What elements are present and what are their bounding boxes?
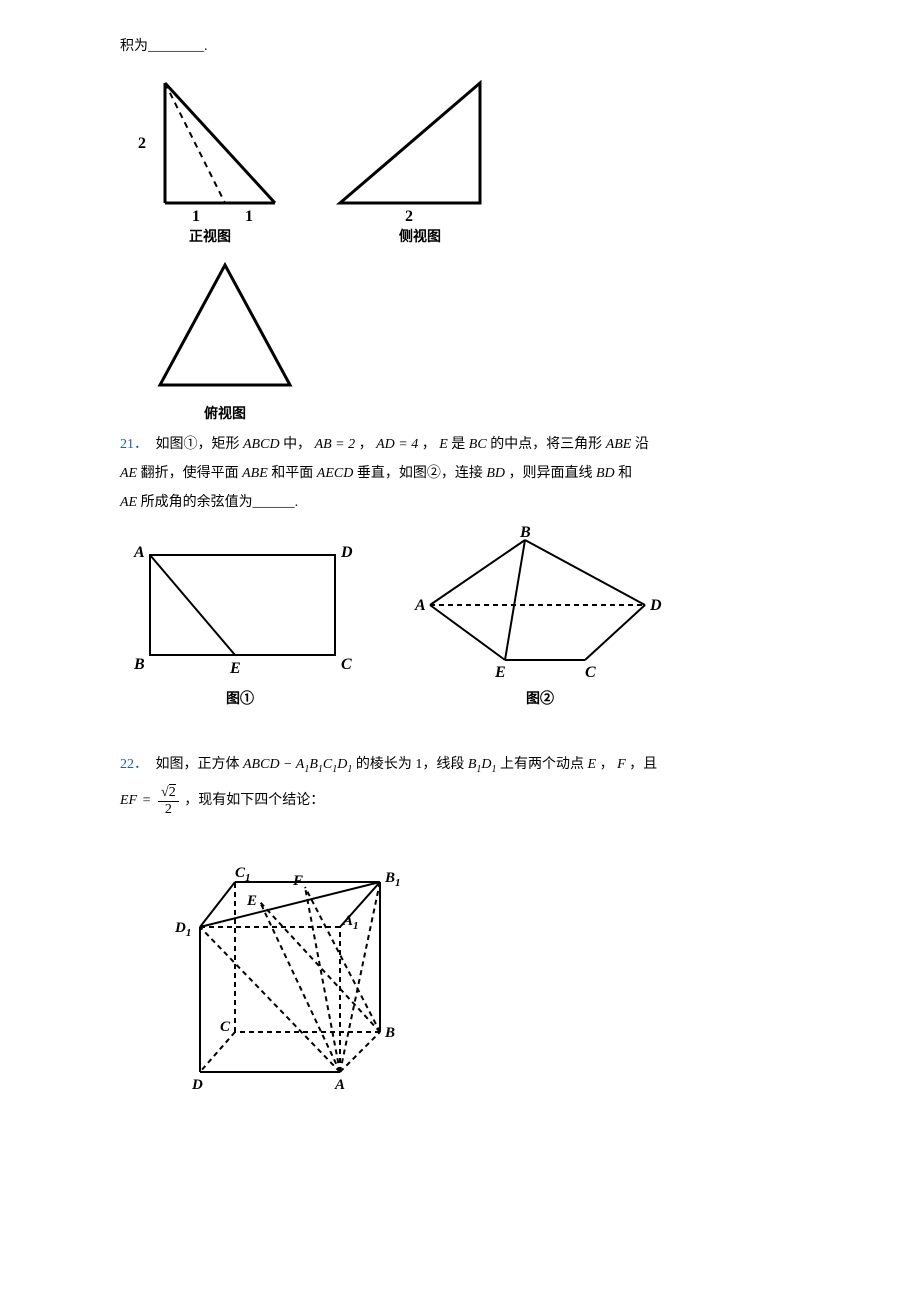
q21-fig1-svg: A D B C E: [120, 525, 360, 685]
q22-cube: ABCD − A1B1C1D1: [243, 757, 352, 772]
svg-text:C: C: [341, 656, 352, 673]
q22-frac: √2 2: [158, 785, 179, 817]
svg-text:B1: B1: [384, 870, 401, 889]
q20-side-view: 2 侧视图: [330, 63, 510, 250]
q20-trailing: 积为________.: [120, 34, 830, 59]
q21-fig2-svg: A B C D E: [410, 525, 670, 685]
svg-text:E: E: [229, 660, 241, 677]
fig2-label: 图②: [410, 687, 670, 712]
q21-line1: 21． 如图①，矩形 ABCD 中， AB = 2 ， AD = 4 ， E 是…: [120, 432, 830, 457]
svg-text:A: A: [414, 597, 426, 614]
q21-line3: AE 所成角的余弦值为______.: [120, 490, 830, 515]
q22-cube-svg: A B C D A1 B1 C1 D1 E F: [160, 827, 420, 1092]
front-tick2: 1: [245, 208, 253, 223]
svg-text:A: A: [334, 1077, 345, 1092]
svg-text:E: E: [246, 893, 257, 909]
top-label: 俯视图: [145, 402, 305, 427]
front-label: 正视图: [110, 225, 310, 250]
frac-num: √2: [158, 785, 179, 801]
svg-text:D: D: [340, 544, 353, 561]
front-tick1: 1: [192, 208, 200, 223]
svg-text:B: B: [519, 525, 531, 541]
q22-bd: B1D1: [468, 757, 497, 772]
side-base: 2: [405, 208, 413, 223]
q20-front-svg: 2 1 1: [110, 63, 310, 223]
front-height-label: 2: [138, 135, 146, 152]
q22-line2: EF = √2 2 ，现有如下四个结论：: [120, 785, 830, 817]
q21-figs: A D B C E 图① A B C D E 图②: [120, 525, 830, 712]
svg-text:C: C: [585, 664, 596, 681]
q20-text: 积为________.: [120, 39, 208, 54]
q20-figs-row1: 2 1 1 正视图 2 侧视图: [110, 63, 830, 250]
q22-fig: A B C D A1 B1 C1 D1 E F: [160, 827, 420, 1092]
svg-text:A: A: [133, 544, 145, 561]
svg-text:C: C: [220, 1019, 231, 1035]
svg-text:A1: A1: [342, 913, 359, 932]
q22-num: 22．: [120, 757, 148, 772]
svg-text:D: D: [649, 597, 662, 614]
q21-line2: AE 翻折，使得平面 ABE 和平面 AECD 垂直，如图②，连接 BD ，则异…: [120, 461, 830, 486]
q20-top-view: 俯视图: [145, 250, 305, 427]
svg-text:F: F: [292, 873, 303, 889]
side-label: 侧视图: [330, 225, 510, 250]
q21-fig1: A D B C E 图①: [120, 525, 360, 712]
svg-text:B: B: [384, 1025, 395, 1041]
q20-top-svg: [145, 250, 305, 400]
q20-side-svg: 2: [330, 63, 510, 223]
q21-fig2: A B C D E 图②: [410, 525, 670, 712]
svg-text:E: E: [494, 664, 506, 681]
svg-text:D1: D1: [174, 920, 191, 939]
q21-num: 21．: [120, 437, 148, 452]
fig1-label: 图①: [120, 687, 360, 712]
q20-front-view: 2 1 1 正视图: [110, 63, 310, 250]
svg-text:D: D: [191, 1077, 203, 1092]
svg-text:B: B: [133, 656, 145, 673]
q22-line1: 22． 如图，正方体 ABCD − A1B1C1D1 的棱长为 1，线段 B1D…: [120, 752, 830, 779]
